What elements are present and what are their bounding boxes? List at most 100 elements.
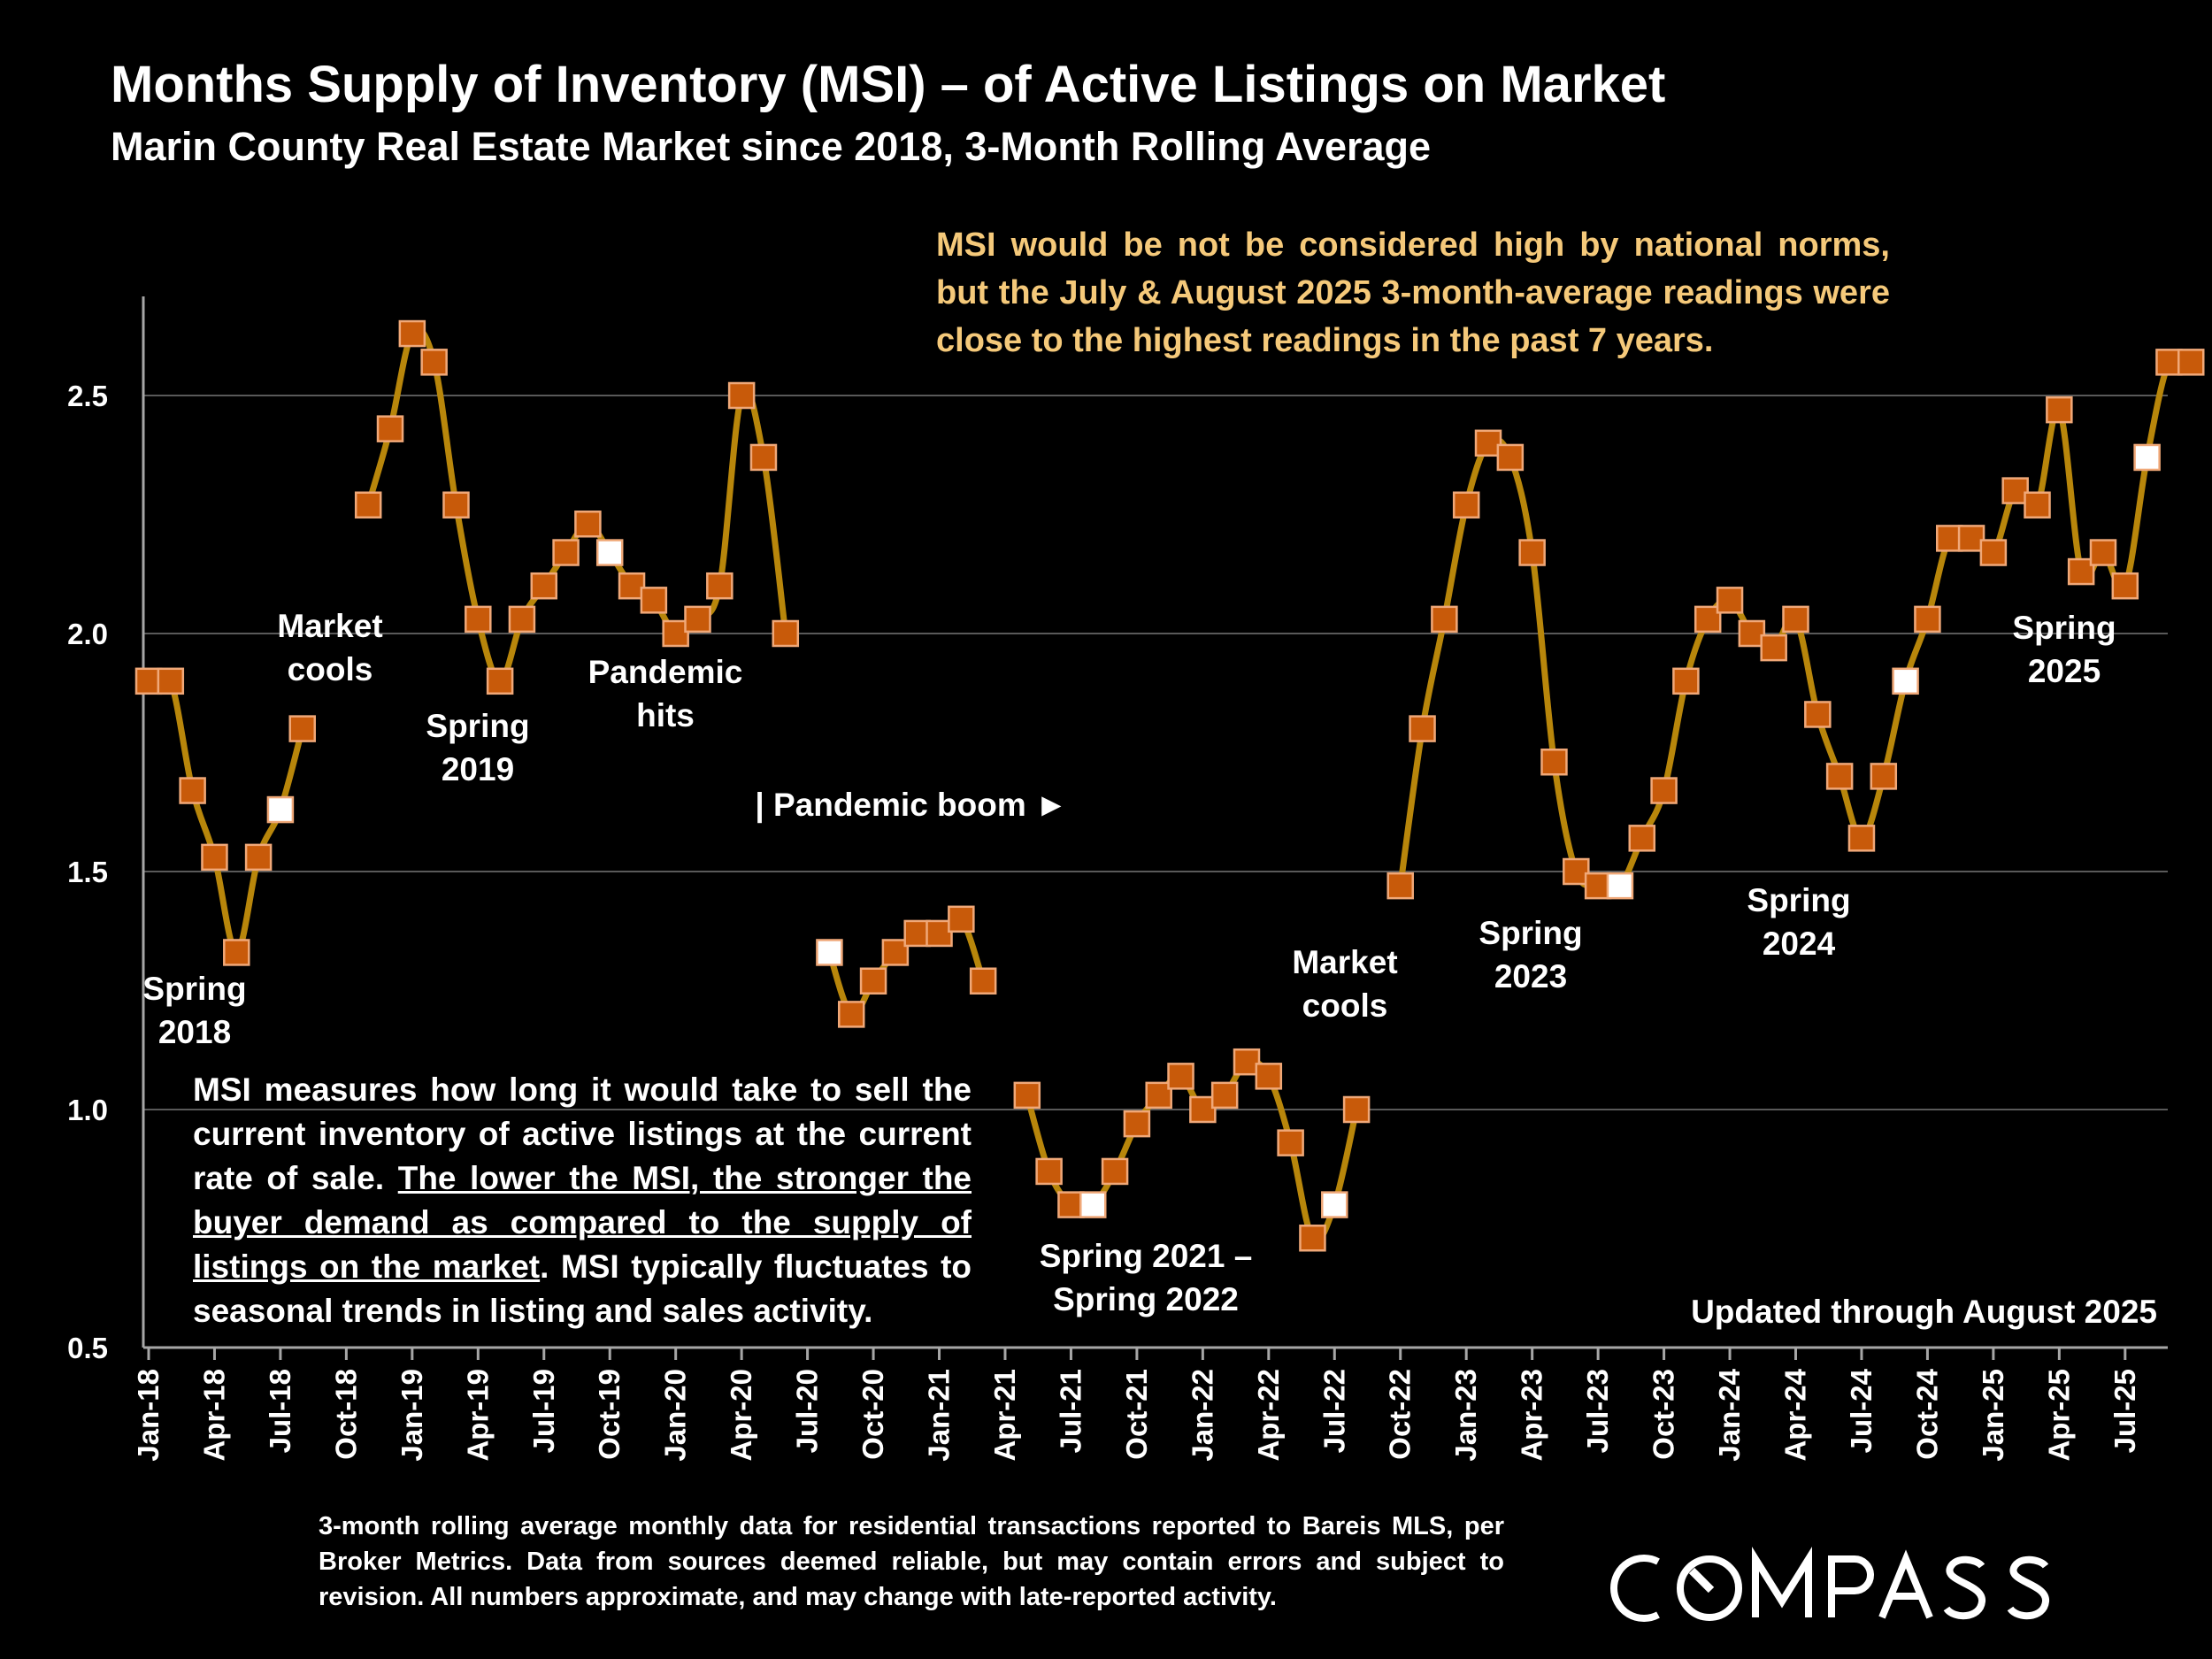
highlighted-data-point <box>816 939 843 966</box>
msi-definition-note: MSI measures how long it would take to s… <box>193 1068 972 1333</box>
data-point <box>903 919 931 948</box>
logo-letter-p <box>1828 1555 1874 1617</box>
data-point <box>1255 1063 1283 1090</box>
data-point <box>244 843 273 872</box>
data-point <box>1716 587 1744 614</box>
x-tick-label: Jan-20 <box>659 1369 692 1462</box>
highlighted-data-point <box>595 539 624 566</box>
highlighted-data-point <box>1079 1191 1107 1218</box>
x-tick-label: Jan-19 <box>396 1369 428 1462</box>
data-point <box>926 919 953 948</box>
x-tick-label: Jan-18 <box>132 1369 165 1462</box>
data-point <box>2024 491 2051 518</box>
data-point <box>552 539 580 566</box>
data-point <box>1957 525 1985 552</box>
data-point <box>618 572 646 600</box>
data-point <box>881 939 910 966</box>
data-point <box>1825 763 1854 790</box>
data-point <box>442 491 470 518</box>
data-point <box>837 1001 865 1028</box>
data-point <box>1431 605 1458 634</box>
x-tick-label: Oct-20 <box>856 1369 889 1460</box>
data-point <box>223 939 250 966</box>
data-point <box>2001 477 2029 504</box>
data-point <box>1694 605 1722 634</box>
data-point <box>1299 1225 1326 1252</box>
annotation-label: Spring 2024 <box>1747 882 1850 962</box>
highlighted-data-point <box>2133 443 2161 472</box>
data-point <box>1782 605 1809 634</box>
logo-letter-m <box>1752 1547 1812 1617</box>
data-point <box>288 715 316 742</box>
y-tick-label: 2.0 <box>67 618 108 650</box>
data-point <box>1914 605 1941 634</box>
x-tick-label: Jul-18 <box>264 1369 296 1453</box>
highlighted-data-point <box>266 795 295 824</box>
annotation-label: | Pandemic boom ► <box>755 787 1067 824</box>
source-footnote: 3-month rolling average monthly data for… <box>319 1512 1504 1611</box>
data-point <box>376 415 404 442</box>
data-point <box>1386 872 1414 900</box>
x-tick-label: Apr-20 <box>725 1369 757 1462</box>
msi-definition-text-end: . MSI typically fluctuates to seasonal t… <box>193 1248 972 1329</box>
data-point <box>530 572 558 600</box>
x-tick-label: Apr-21 <box>988 1369 1021 1462</box>
data-point <box>2089 539 2117 566</box>
data-point <box>1474 429 1502 457</box>
data-point <box>1123 1110 1151 1138</box>
logo-letter-s2 <box>2007 1555 2049 1620</box>
chart-title: Months Supply of Inventory (MSI) – of Ac… <box>111 56 1666 113</box>
msi-definition-underlined: The lower the MSI, the stronger the buye… <box>193 1160 972 1285</box>
data-point <box>727 381 756 410</box>
data-point <box>706 572 733 600</box>
data-point <box>2111 572 2139 600</box>
data-point <box>134 667 163 695</box>
x-tick-label: Jul-19 <box>527 1369 560 1453</box>
data-point <box>1672 667 1700 695</box>
data-point <box>749 443 778 472</box>
logo-compass-o-icon <box>1677 1555 1742 1621</box>
x-tick-label: Oct-24 <box>1910 1368 1943 1459</box>
chart-subtitle: Marin County Real Estate Market since 20… <box>111 124 1432 169</box>
data-point <box>1628 825 1656 852</box>
data-point <box>1013 1081 1041 1110</box>
data-point <box>1847 825 1876 852</box>
data-point <box>859 967 887 995</box>
data-point <box>1760 634 1787 662</box>
x-tick-label: Apr-18 <box>197 1369 230 1462</box>
annotation-label: Spring 2025 <box>2012 610 2116 689</box>
x-tick-label: Oct-21 <box>1120 1369 1153 1460</box>
data-point <box>1650 777 1678 804</box>
x-tick-label: Oct-18 <box>329 1369 362 1460</box>
data-point <box>1979 539 2008 566</box>
x-tick-label: Jul-24 <box>1845 1368 1878 1453</box>
data-point <box>1189 1095 1217 1124</box>
data-point <box>1870 763 1898 790</box>
data-point <box>179 777 206 804</box>
x-tick-label: Jul-20 <box>791 1369 824 1453</box>
x-tick-label: Apr-19 <box>461 1369 494 1462</box>
x-tick-label: Oct-23 <box>1647 1369 1680 1460</box>
annotation-label: Spring 2023 <box>1479 915 1582 995</box>
data-point <box>1101 1157 1129 1186</box>
data-point <box>1584 872 1612 900</box>
data-point <box>1804 701 1832 728</box>
data-point <box>486 667 514 695</box>
x-tick-label: Jan-21 <box>923 1369 956 1462</box>
data-point <box>1518 539 1546 566</box>
annotation-label: Market cools <box>277 608 382 687</box>
x-tick-label: Apr-25 <box>2042 1369 2075 1462</box>
x-tick-label: Apr-24 <box>1779 1368 1812 1461</box>
data-point <box>574 511 602 538</box>
x-tick-label: Jan-22 <box>1186 1369 1218 1462</box>
data-point <box>1540 749 1568 776</box>
logo-letter-a <box>1878 1549 1933 1619</box>
y-tick-label: 1.5 <box>67 856 108 888</box>
data-point <box>2177 349 2205 376</box>
data-point <box>684 605 711 634</box>
data-point <box>398 319 426 348</box>
data-point <box>1452 491 1480 518</box>
data-point <box>201 843 228 872</box>
x-tick-label: Oct-22 <box>1384 1369 1417 1460</box>
logo-letter-s1 <box>1943 1555 1985 1620</box>
